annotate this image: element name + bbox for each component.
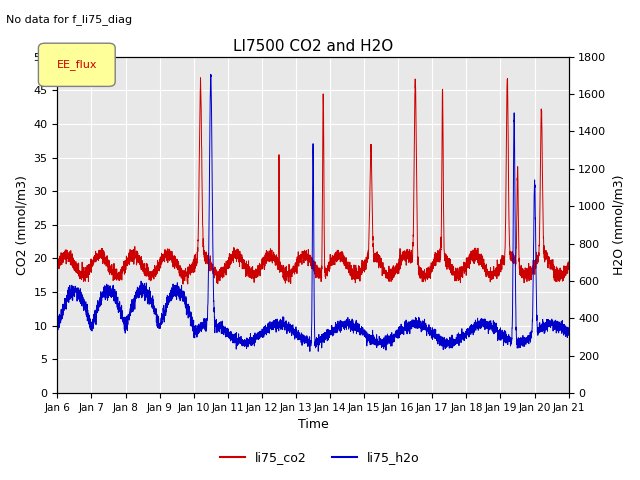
X-axis label: Time: Time — [298, 419, 328, 432]
Y-axis label: CO2 (mmol/m3): CO2 (mmol/m3) — [15, 175, 28, 275]
Legend: li75_co2, li75_h2o: li75_co2, li75_h2o — [215, 446, 425, 469]
Text: EE_flux: EE_flux — [56, 60, 97, 70]
Title: LI7500 CO2 and H2O: LI7500 CO2 and H2O — [233, 39, 393, 54]
Text: No data for f_li75_diag: No data for f_li75_diag — [6, 14, 132, 25]
Y-axis label: H2O (mmol/m3): H2O (mmol/m3) — [612, 175, 625, 275]
